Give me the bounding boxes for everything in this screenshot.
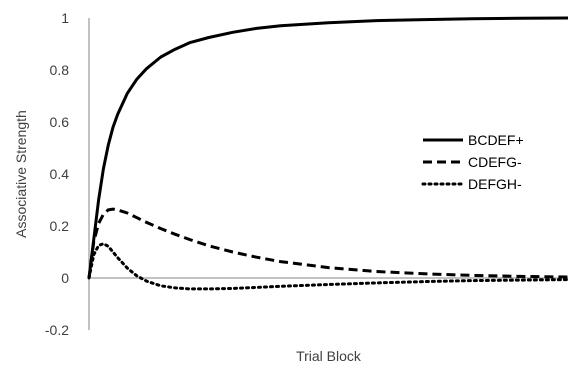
- series-line-cdefg: [87, 207, 569, 279]
- series-lines: [87, 16, 569, 291]
- legend-label: BCDEF+: [468, 132, 524, 148]
- y-tick-labels: -0.2 0 0.2 0.4 0.6 0.8 1: [45, 10, 69, 338]
- y-tick-label: 0.8: [50, 62, 70, 78]
- y-axis-title: Associative Strength: [13, 110, 29, 238]
- y-tick-label: 0.6: [50, 114, 70, 130]
- series-line-bcdef: [87, 16, 569, 279]
- x-axis-title: Trial Block: [296, 348, 362, 364]
- y-tick-label: 0.4: [50, 166, 70, 182]
- legend-label: DEFGH-: [468, 176, 522, 192]
- series-line-defgh: [87, 242, 569, 291]
- legend-label: CDEFG-: [468, 154, 522, 170]
- y-tick-label: 1: [61, 10, 69, 26]
- y-tick-label: 0: [61, 270, 69, 286]
- y-tick-label: 0.2: [50, 218, 70, 234]
- y-tick-label: -0.2: [45, 322, 69, 338]
- legend: BCDEF+ CDEFG- DEFGH-: [421, 132, 524, 192]
